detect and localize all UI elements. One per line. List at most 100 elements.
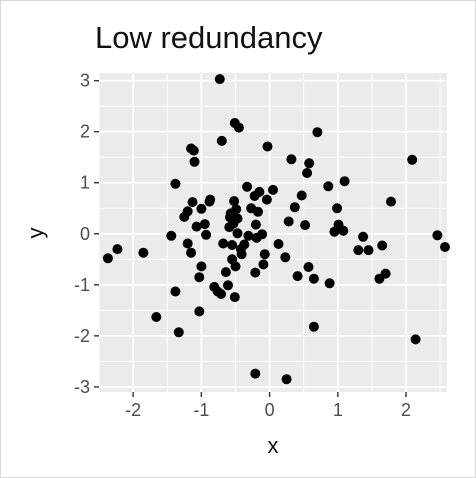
data-point (236, 249, 247, 260)
x-axis-title: x (268, 433, 279, 458)
data-point (292, 271, 303, 282)
data-point (353, 245, 364, 256)
data-point (296, 190, 307, 201)
data-point (283, 216, 294, 227)
data-point (242, 181, 253, 192)
data-point (199, 219, 210, 230)
data-point (286, 154, 297, 165)
data-point (191, 221, 202, 232)
data-point (205, 194, 216, 205)
data-point (189, 156, 200, 167)
data-point (194, 272, 205, 283)
data-point (323, 181, 334, 192)
data-point (377, 240, 388, 251)
x-tick-label: 2 (401, 400, 411, 420)
y-tick-label: 3 (80, 71, 90, 91)
data-point (182, 206, 193, 217)
data-point (220, 267, 231, 278)
y-tick-label: 1 (80, 173, 90, 193)
data-point (188, 145, 199, 156)
data-point (308, 273, 319, 284)
data-point (233, 122, 244, 133)
data-point (166, 230, 177, 241)
y-tick-label: 0 (80, 224, 90, 244)
data-point (259, 249, 270, 260)
y-axis-title: y (23, 228, 48, 239)
data-point (239, 239, 250, 250)
data-point (216, 135, 227, 146)
data-point (250, 368, 261, 379)
data-point (186, 247, 197, 258)
data-point (304, 158, 315, 169)
data-point (232, 213, 243, 224)
data-point (407, 154, 418, 165)
data-point (386, 196, 396, 207)
data-point (432, 230, 443, 241)
data-point (302, 168, 313, 178)
data-point (250, 219, 261, 230)
data-point (250, 267, 261, 278)
data-point (268, 184, 278, 195)
y-tick-label: -1 (74, 275, 90, 295)
x-axis: -2 -1 0 1 2 (125, 392, 411, 420)
y-tick-label: -2 (74, 326, 90, 346)
data-point (280, 252, 291, 263)
data-point (223, 280, 233, 291)
data-point (261, 194, 272, 205)
data-point (281, 374, 292, 385)
data-point (258, 259, 269, 270)
data-point (196, 203, 207, 214)
data-point (173, 327, 184, 338)
data-point (138, 247, 149, 258)
data-point (102, 253, 113, 264)
data-point (262, 141, 273, 152)
data-point (214, 74, 225, 85)
data-point (231, 204, 242, 215)
plot-panel (99, 73, 447, 392)
data-point (229, 196, 240, 207)
data-point (218, 238, 229, 249)
data-point (216, 289, 227, 299)
data-point (257, 229, 268, 240)
data-point (227, 240, 238, 250)
data-point (410, 334, 421, 345)
data-point (151, 312, 162, 322)
data-point (187, 197, 198, 208)
data-point (196, 261, 207, 272)
data-point (254, 186, 265, 197)
data-point (358, 231, 369, 242)
data-point (303, 262, 314, 272)
x-tick-label: 0 (265, 400, 275, 420)
x-tick-label: -2 (125, 400, 141, 420)
data-point (312, 127, 323, 138)
data-point (440, 242, 450, 252)
data-point (243, 230, 254, 241)
x-tick-label: -1 (193, 400, 209, 420)
data-point (289, 202, 300, 213)
data-point (182, 238, 193, 249)
data-point (229, 292, 240, 303)
data-point (300, 220, 311, 231)
data-point (170, 286, 181, 297)
data-point (332, 203, 343, 214)
y-axis: -3 -2 -1 0 1 2 3 (74, 71, 99, 397)
data-point (194, 306, 205, 317)
data-point (232, 228, 243, 239)
data-point (112, 244, 123, 255)
data-point (339, 176, 350, 187)
data-point (253, 206, 263, 217)
data-point (230, 261, 241, 272)
data-point (338, 225, 349, 236)
y-tick-label: 2 (80, 122, 90, 142)
data-point (324, 278, 335, 289)
data-point (380, 268, 391, 279)
y-tick-label: -3 (74, 377, 90, 397)
chart-title: Low redundancy (95, 20, 323, 55)
data-point (170, 178, 181, 189)
data-point (308, 321, 319, 332)
data-point (201, 229, 212, 240)
x-tick-label: 1 (333, 400, 343, 420)
data-point (363, 245, 374, 256)
data-points (102, 74, 450, 385)
